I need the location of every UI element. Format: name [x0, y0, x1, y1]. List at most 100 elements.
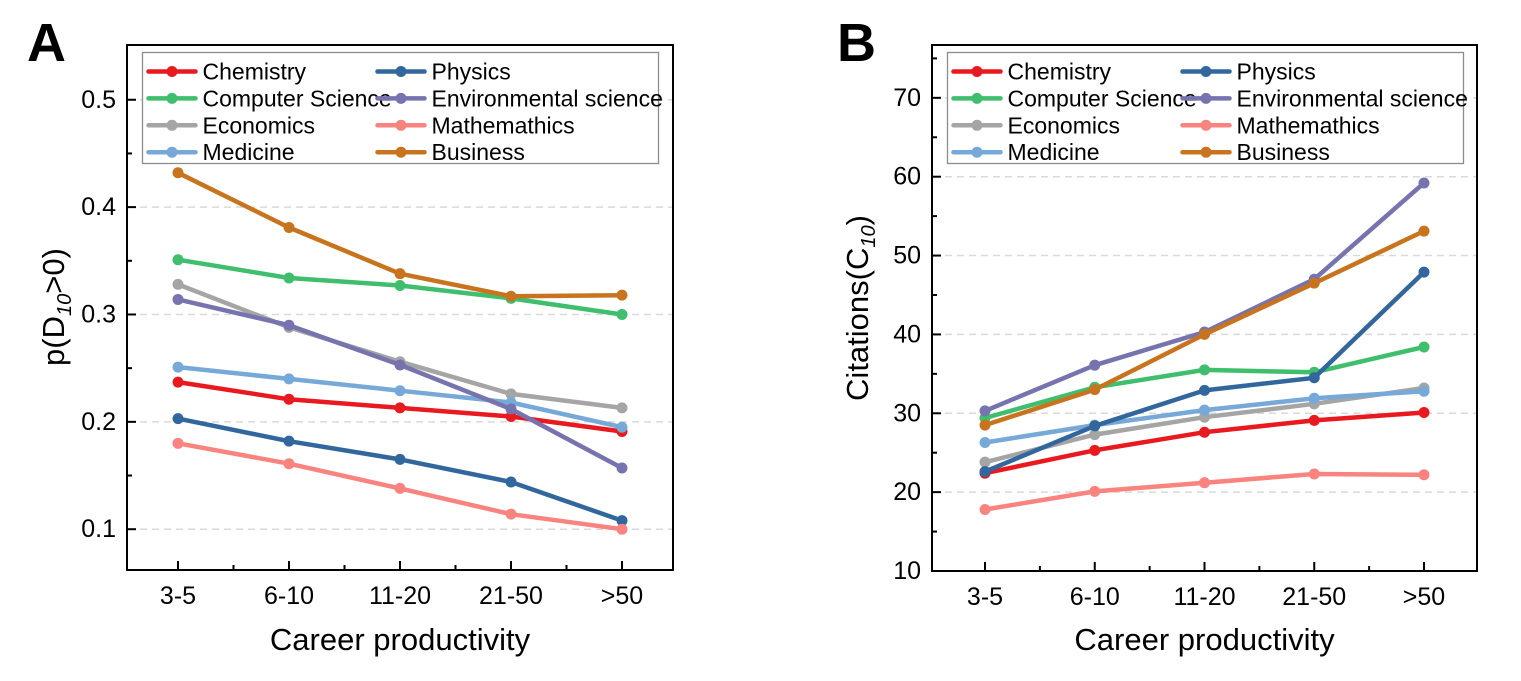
legend-sample-marker: [1200, 66, 1212, 77]
x-tick-label: 3-5: [160, 582, 196, 610]
legend-item-physics: Physics: [1180, 59, 1316, 85]
legend-sample-marker: [395, 119, 407, 131]
data-point: [616, 402, 628, 414]
legend-label: Physics: [432, 59, 511, 85]
x-tick-label: >50: [1403, 583, 1445, 611]
data-point: [394, 482, 406, 494]
x-axis-title: Career productivity: [1074, 622, 1335, 657]
legend-label: Mathemathics: [1237, 112, 1380, 138]
data-point: [172, 254, 184, 266]
data-point: [283, 393, 295, 405]
legend-label: Environmental science: [1237, 85, 1468, 111]
series-line-medicine: [175, 364, 625, 430]
data-point: [172, 278, 184, 290]
legend-item-chemistry: Chemistry: [146, 59, 307, 85]
legend-label: Medicine: [203, 139, 295, 165]
data-point: [1308, 277, 1320, 289]
data-point: [979, 466, 991, 478]
legend-label: Environmental science: [432, 85, 663, 111]
data-point: [1418, 225, 1430, 237]
panel-label-b: B: [837, 13, 876, 73]
legend-sample-marker: [1200, 146, 1212, 158]
x-tick-label: 21-50: [479, 582, 543, 610]
x-tick-label: >50: [601, 582, 643, 610]
data-point: [616, 421, 628, 433]
data-point: [979, 456, 991, 468]
data-point: [616, 462, 628, 474]
legend-item-environmental-science: Environmental science: [1180, 85, 1468, 111]
legend-sample-marker: [166, 66, 178, 77]
legend-label: Economics: [203, 112, 315, 138]
data-point: [505, 290, 517, 302]
data-point: [979, 419, 991, 431]
data-point: [616, 515, 628, 527]
legend-item-computer-science: Computer Science: [951, 85, 1197, 111]
legend-label: Computer Science: [203, 85, 392, 111]
data-point: [1199, 364, 1210, 376]
data-point: [394, 279, 406, 291]
data-point: [394, 385, 406, 397]
legend-label: Physics: [1237, 59, 1316, 85]
data-point: [505, 410, 517, 422]
data-point: [1089, 420, 1101, 432]
y-tick-label: 40: [893, 320, 921, 348]
legend-item-mathemathics: Mathemathics: [1180, 112, 1380, 138]
y-tick-label: 10: [893, 557, 921, 585]
data-point: [1418, 385, 1430, 397]
data-point: [1089, 485, 1101, 497]
legend-item-mathemathics: Mathemathics: [375, 112, 575, 138]
legend-label: Medicine: [1008, 139, 1100, 165]
x-tick-label: 11-20: [369, 582, 431, 610]
legend-item-medicine: Medicine: [951, 139, 1100, 165]
y-tick-label: 50: [893, 242, 921, 270]
y-tick-label: 20: [893, 478, 921, 506]
legend-sample-marker: [166, 119, 178, 131]
x-axis-title: Career productivity: [270, 622, 531, 657]
x-tick-label: 6-10: [264, 582, 314, 610]
legend-label: Chemistry: [203, 59, 307, 85]
series-line-environmental-science: [982, 180, 1427, 414]
data-point: [1308, 468, 1320, 480]
x-tick-label: 11-20: [1173, 583, 1235, 611]
y-tick-label: 0.2: [81, 408, 116, 436]
legend-label: Chemistry: [1008, 59, 1112, 85]
data-point: [616, 308, 628, 320]
data-point: [283, 458, 295, 470]
data-point: [283, 435, 295, 447]
legend-sample-marker: [395, 66, 407, 77]
data-point: [172, 437, 184, 449]
data-point: [394, 268, 406, 280]
legend-label: Mathemathics: [432, 112, 575, 138]
legend-item-economics: Economics: [951, 112, 1120, 138]
data-point: [1199, 404, 1210, 416]
legend-sample-marker: [1200, 119, 1212, 131]
data-point: [394, 453, 406, 465]
y-axis-title: Citations(C10): [840, 215, 880, 401]
legend-sample-marker: [971, 146, 983, 158]
legend-label: Computer Science: [1008, 85, 1197, 111]
data-point: [1308, 414, 1320, 426]
data-point: [1089, 429, 1101, 441]
data-point: [505, 388, 517, 400]
data-point: [172, 413, 184, 425]
legend-sample-marker: [166, 92, 178, 104]
data-point: [1418, 341, 1430, 353]
data-point: [616, 289, 628, 301]
data-point: [283, 222, 295, 234]
data-point: [616, 523, 628, 535]
data-point: [172, 376, 184, 388]
data-point: [1089, 384, 1101, 396]
data-point: [1199, 477, 1210, 489]
data-point: [1089, 444, 1101, 456]
data-point: [283, 319, 295, 331]
data-point: [505, 476, 517, 488]
data-point: [979, 436, 991, 448]
data-point: [394, 402, 406, 414]
data-point: [1418, 266, 1430, 278]
